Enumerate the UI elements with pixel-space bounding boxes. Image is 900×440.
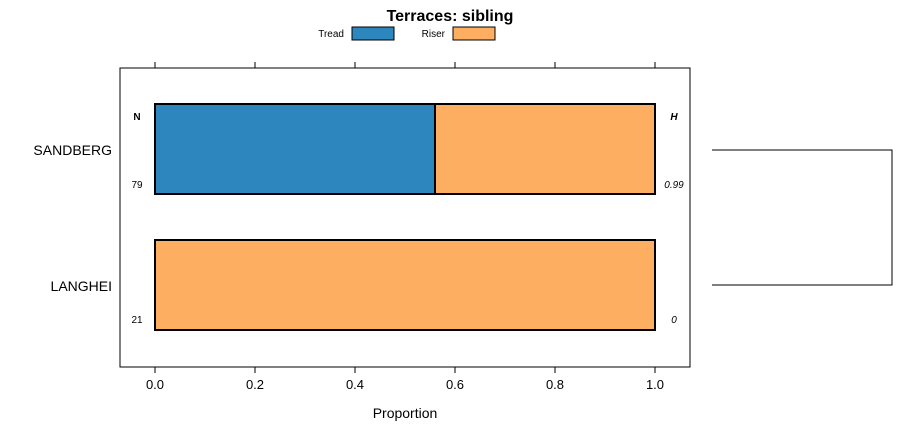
x-tick-label: 0.8	[546, 377, 564, 392]
x-tick-label: 1.0	[646, 377, 664, 392]
legend-label-tread: Tread	[318, 29, 344, 40]
legend-label-riser: Riser	[422, 29, 446, 40]
top-ticks	[154, 62, 656, 68]
legend-swatch-tread	[351, 26, 395, 41]
plot-frame	[119, 67, 691, 368]
h-header: H	[670, 112, 678, 123]
h-value-langhei: 0	[671, 315, 677, 326]
h-value-sandberg: 0.99	[664, 180, 684, 191]
category-label-sandberg: SANDBERG	[33, 142, 112, 158]
x-tick-label: 0.6	[446, 377, 464, 392]
x-tick-label: 0.0	[146, 377, 164, 392]
legend: Tread Riser	[318, 26, 496, 41]
chart-title: Terraces: sibling	[387, 8, 514, 25]
bottom-ticks: 0.0 0.2 0.4 0.6 0.8 1.0	[146, 367, 664, 392]
bars	[154, 103, 656, 331]
x-tick-label: 0.2	[246, 377, 264, 392]
x-tick-label: 0.4	[346, 377, 364, 392]
n-value-langhei: 21	[131, 315, 143, 326]
legend-swatch-riser	[452, 26, 496, 41]
n-value-sandberg: 79	[131, 180, 143, 191]
x-axis-label: Proportion	[373, 405, 438, 421]
bar-tread-sandberg	[154, 103, 436, 195]
category-label-langhei: LANGHEI	[51, 278, 112, 294]
bar-riser-sandberg	[434, 103, 656, 195]
bar-riser-langhei	[154, 239, 656, 331]
n-header: N	[133, 112, 140, 123]
dendrogram	[712, 149, 893, 286]
